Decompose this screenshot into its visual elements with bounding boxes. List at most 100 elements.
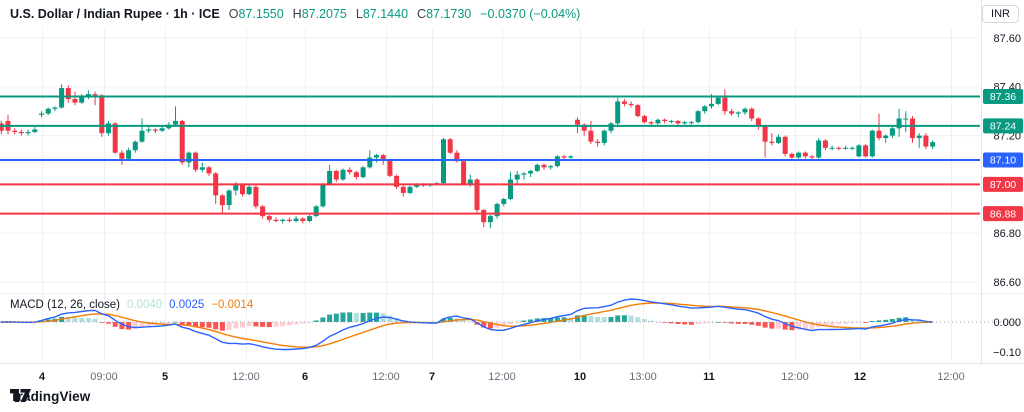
price-axis[interactable]: 87.6087.4087.2086.8086.6087.3687.2487.10… [983,33,1023,359]
macd-histogram-bar [675,322,681,325]
candle-body [581,124,587,131]
macd-histogram-bar [139,322,145,328]
macd-histogram-bar [729,322,735,324]
macd-histogram-bar [668,322,674,324]
macd-histogram-bar [595,317,601,322]
candle-body [467,179,473,185]
candle-body [25,131,31,134]
macd-histogram-bar [715,321,721,323]
candle-body [588,130,594,142]
candle-body [447,139,453,153]
currency-badge[interactable]: INR [982,5,1019,23]
candle-body [796,152,802,158]
macd-histogram-bar [615,315,621,322]
candle-body [508,179,513,200]
candle-body [755,118,761,126]
macd-histogram-bar [762,322,768,328]
ohlc-high: H87.2075 [293,7,347,21]
macd-histogram-bar [126,322,132,330]
time-axis-label: 10 [574,371,586,383]
candle-body [394,175,400,187]
candle-body [923,135,929,147]
candle-body [85,94,91,97]
candle-body [642,116,647,123]
candle-body [809,156,815,158]
price-axis-label: 86.60 [993,277,1021,289]
time-axis-label: 12:00 [372,371,400,383]
candle-body [695,111,701,123]
indicator-label-row[interactable]: MACD (12, 26, close) 0.0040 0.0025 −0.00… [10,299,253,311]
candle-body [186,152,192,163]
candle-body [541,164,547,168]
time-axis[interactable]: 4 09:00 5 12:00 6 12:00 7 12:00 10 13:00 11 12:00 12… [39,371,965,383]
macd-histogram-bar [266,322,272,328]
macd-histogram-bar [79,317,85,322]
macd-histogram-bar [742,322,748,324]
candle-body [487,216,493,223]
candle-body [675,120,681,124]
candle-body [635,105,641,117]
macd-histogram-bar [246,322,252,327]
candle-body [273,219,279,221]
candle-body [253,186,259,207]
candle-body [688,122,694,124]
candle-body [333,170,339,180]
macd-pane [0,298,936,351]
candle-body [286,219,292,221]
macd-histogram-bar [843,322,848,324]
macd-histogram-bar [889,319,895,322]
candle-body [340,169,346,180]
macd-histogram-bar [548,318,554,322]
macd-histogram-bar [695,322,701,325]
tradingview-logo[interactable]: TradingView [10,389,90,404]
macd-signal-line [1,302,933,348]
macd-histogram-bar [829,322,835,326]
macd-histogram-bar [65,317,71,322]
candle-body [159,128,165,131]
time-axis-label: 13:00 [629,371,657,383]
candle-body [126,150,132,159]
macd-histogram-bar [467,321,473,323]
candle-body [374,155,379,158]
macd-histogram-bar [72,317,78,322]
macd-histogram-bar [528,319,534,322]
macd-histogram-value: 0.0040 [126,299,163,311]
candle-body [883,135,889,139]
candle-body [655,119,661,124]
candle-body [152,129,158,131]
time-axis-label: 12:00 [937,371,965,383]
candle-body [521,173,527,175]
macd-histogram-bar [461,320,467,322]
candle-body [876,130,882,139]
candle-body [595,141,601,143]
candle-body [548,166,554,168]
candle-body [414,184,420,187]
macd-axis-label: −0.10 [993,347,1021,359]
macd-histogram-bar [387,315,393,322]
candle-body [601,130,607,143]
candle-body [367,157,373,168]
candle-body [910,118,915,139]
macd-histogram-bar [260,322,266,327]
macd-histogram-bar [300,322,306,324]
time-axis-label: 12:00 [781,371,809,383]
macd-axis-label: 0.000 [993,317,1021,329]
symbol-title[interactable]: U.S. Dollar / Indian Rupee · 1h · ICE [10,7,220,21]
macd-histogram-bar [253,322,259,327]
macd-histogram-bar [213,322,219,330]
macd-histogram-bar [159,322,165,324]
macd-histogram-bar [608,316,614,322]
macd-histogram-bar [119,322,125,330]
macd-histogram-bar [112,322,118,327]
candle-body [260,206,266,217]
macd-histogram-bar [508,322,513,325]
candle-body [219,195,225,206]
price-axis-label: 87.20 [993,130,1021,142]
candle-body [206,167,212,174]
tradingview-logo-text: TradingView [10,389,91,404]
candle-body [139,130,145,142]
time-axis-label: 09:00 [90,371,118,383]
macd-histogram-bar [501,322,507,327]
candle-body [682,122,688,124]
